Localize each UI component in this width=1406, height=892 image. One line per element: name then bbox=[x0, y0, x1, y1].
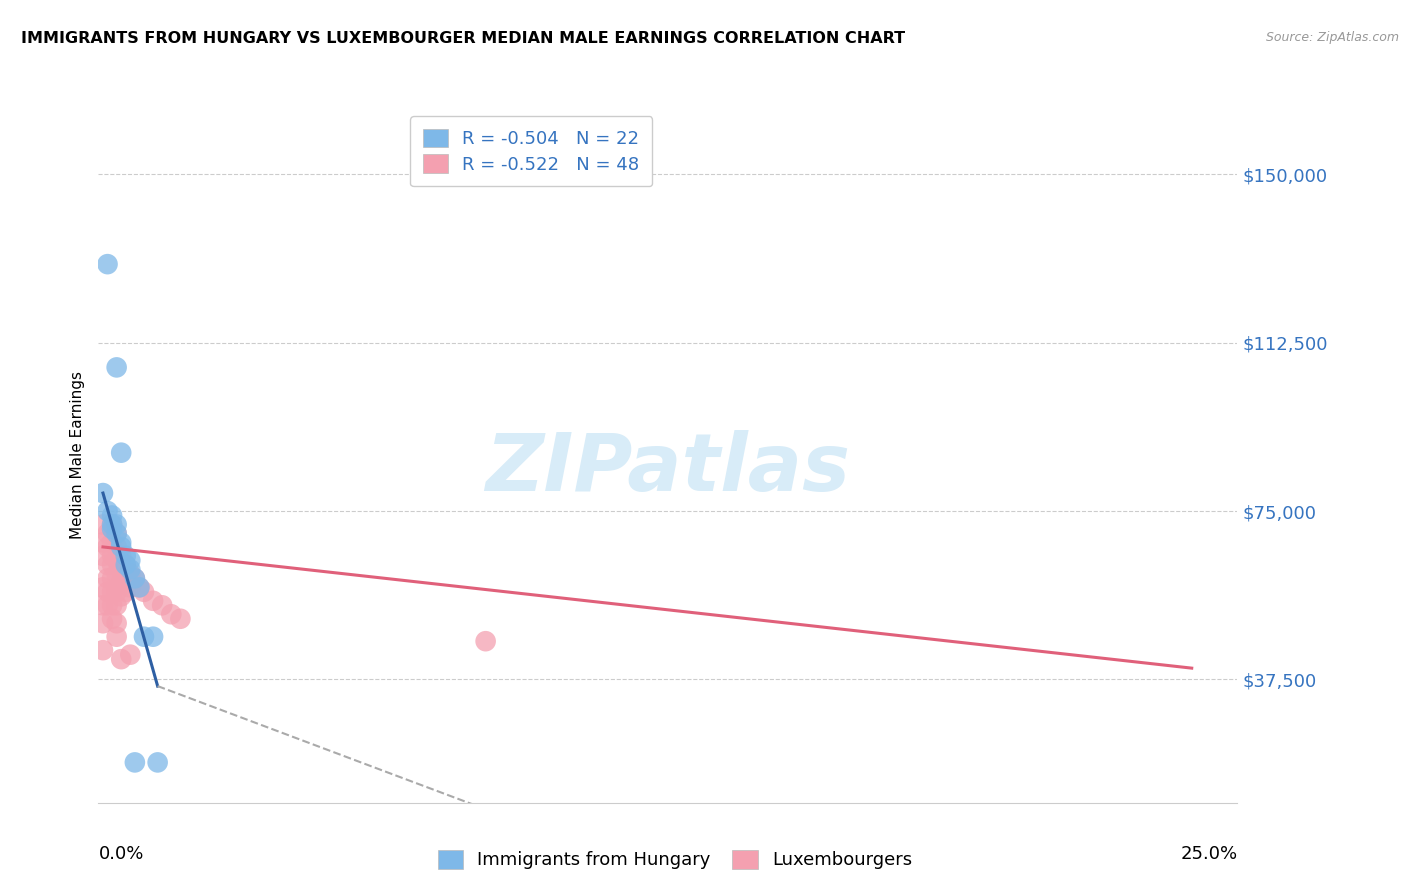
Point bbox=[96, 504, 118, 518]
Point bbox=[114, 558, 136, 572]
Point bbox=[105, 616, 128, 631]
Point bbox=[105, 540, 128, 554]
Point bbox=[128, 580, 150, 594]
Point bbox=[105, 566, 128, 581]
Point bbox=[105, 526, 128, 541]
Point bbox=[124, 571, 146, 585]
Point bbox=[105, 517, 128, 532]
Point bbox=[101, 558, 124, 572]
Point bbox=[114, 558, 136, 572]
Point bbox=[101, 571, 124, 585]
Point bbox=[110, 445, 132, 459]
Point bbox=[120, 562, 142, 576]
Point bbox=[105, 526, 128, 541]
Point bbox=[110, 540, 132, 554]
Text: 25.0%: 25.0% bbox=[1180, 845, 1237, 863]
Legend: R = -0.504   N = 22, R = -0.522   N = 48: R = -0.504 N = 22, R = -0.522 N = 48 bbox=[411, 116, 652, 186]
Point bbox=[101, 517, 124, 532]
Point bbox=[101, 584, 124, 599]
Point bbox=[110, 590, 132, 604]
Text: IMMIGRANTS FROM HUNGARY VS LUXEMBOURGER MEDIAN MALE EARNINGS CORRELATION CHART: IMMIGRANTS FROM HUNGARY VS LUXEMBOURGER … bbox=[21, 31, 905, 46]
Point bbox=[105, 599, 128, 613]
Point bbox=[114, 584, 136, 599]
Point bbox=[101, 599, 124, 613]
Point bbox=[101, 549, 124, 563]
Point bbox=[132, 584, 155, 599]
Point bbox=[96, 540, 118, 554]
Point bbox=[142, 594, 165, 608]
Point bbox=[114, 571, 136, 585]
Point bbox=[105, 584, 128, 599]
Point bbox=[96, 526, 118, 541]
Point bbox=[91, 549, 114, 563]
Point bbox=[96, 571, 118, 585]
Point bbox=[120, 553, 142, 567]
Point bbox=[124, 756, 146, 770]
Point bbox=[124, 571, 146, 585]
Point bbox=[120, 566, 142, 581]
Point bbox=[105, 630, 128, 644]
Point bbox=[150, 599, 173, 613]
Point bbox=[91, 616, 114, 631]
Point bbox=[101, 508, 124, 523]
Legend: Immigrants from Hungary, Luxembourgers: Immigrants from Hungary, Luxembourgers bbox=[429, 841, 921, 879]
Point bbox=[91, 643, 114, 657]
Point bbox=[169, 612, 191, 626]
Text: Source: ZipAtlas.com: Source: ZipAtlas.com bbox=[1265, 31, 1399, 45]
Text: 0.0%: 0.0% bbox=[98, 845, 143, 863]
Point bbox=[110, 535, 132, 549]
Point bbox=[160, 607, 183, 622]
Point bbox=[120, 648, 142, 662]
Point bbox=[96, 257, 118, 271]
Point bbox=[101, 612, 124, 626]
Point bbox=[91, 517, 114, 532]
Point bbox=[146, 756, 169, 770]
Point bbox=[128, 580, 150, 594]
Point bbox=[91, 535, 114, 549]
Point bbox=[101, 535, 124, 549]
Point bbox=[96, 599, 118, 613]
Point bbox=[101, 522, 124, 536]
Point bbox=[91, 580, 114, 594]
Point bbox=[142, 630, 165, 644]
Text: ZIPatlas: ZIPatlas bbox=[485, 430, 851, 508]
Point bbox=[474, 634, 496, 648]
Point bbox=[101, 517, 124, 532]
Point bbox=[110, 575, 132, 590]
Point bbox=[96, 558, 118, 572]
Point bbox=[110, 652, 132, 666]
Point bbox=[132, 630, 155, 644]
Point bbox=[114, 549, 136, 563]
Point bbox=[110, 549, 132, 563]
Point bbox=[91, 486, 114, 500]
Point bbox=[91, 599, 114, 613]
Point bbox=[105, 553, 128, 567]
Point bbox=[105, 360, 128, 375]
Point bbox=[110, 562, 132, 576]
Point bbox=[96, 584, 118, 599]
Y-axis label: Median Male Earnings: Median Male Earnings bbox=[70, 371, 86, 539]
Point bbox=[120, 580, 142, 594]
